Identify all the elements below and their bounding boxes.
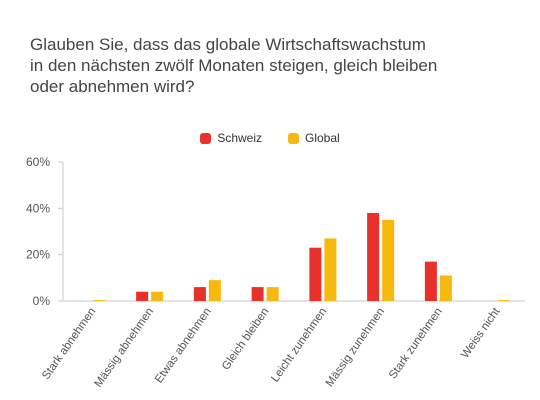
chart-title: Glauben Sie, dass das globale Wirtschaft… xyxy=(30,35,438,96)
bar-global xyxy=(151,291,164,301)
y-tick-label: 60% xyxy=(26,155,50,169)
bar-global xyxy=(497,300,510,301)
y-tick-label: 20% xyxy=(26,248,50,262)
x-category-label: Gleich bleiben xyxy=(220,306,272,373)
bar-schweiz xyxy=(251,287,264,301)
bar-schweiz xyxy=(367,212,380,301)
y-tick-label: 40% xyxy=(26,201,50,215)
bar-schweiz xyxy=(136,291,149,301)
legend-label-schweiz: Schweiz xyxy=(217,131,262,145)
bar-global xyxy=(93,300,106,301)
x-category-label: Leicht zunehmen xyxy=(269,306,329,385)
chart-legend: Schweiz Global xyxy=(0,131,540,145)
bar-global xyxy=(382,219,395,301)
bar-global xyxy=(266,287,279,301)
bar-schweiz xyxy=(193,287,206,301)
y-tick-label: 0% xyxy=(33,294,51,308)
x-category-label: Weiss nicht xyxy=(459,305,503,361)
x-category-label: Etwas abnehmen xyxy=(153,306,214,386)
bar-schweiz xyxy=(309,247,322,301)
legend-label-global: Global xyxy=(305,131,340,145)
legend-swatch-global xyxy=(288,132,299,144)
bar-schweiz xyxy=(424,261,437,301)
legend-item-global: Global xyxy=(288,131,340,145)
x-category-label: Mässig zunehmen xyxy=(324,306,387,389)
x-category-label: Stark abnehmen xyxy=(40,306,98,382)
x-category-label: Mässig abnehmen xyxy=(92,306,156,390)
bar-global xyxy=(439,275,452,301)
x-category-label: Stark zunehmen xyxy=(387,306,445,381)
legend-item-schweiz: Schweiz xyxy=(200,131,262,145)
legend-swatch-schweiz xyxy=(200,132,212,144)
bar-global xyxy=(324,238,337,301)
bar-global xyxy=(208,280,221,301)
